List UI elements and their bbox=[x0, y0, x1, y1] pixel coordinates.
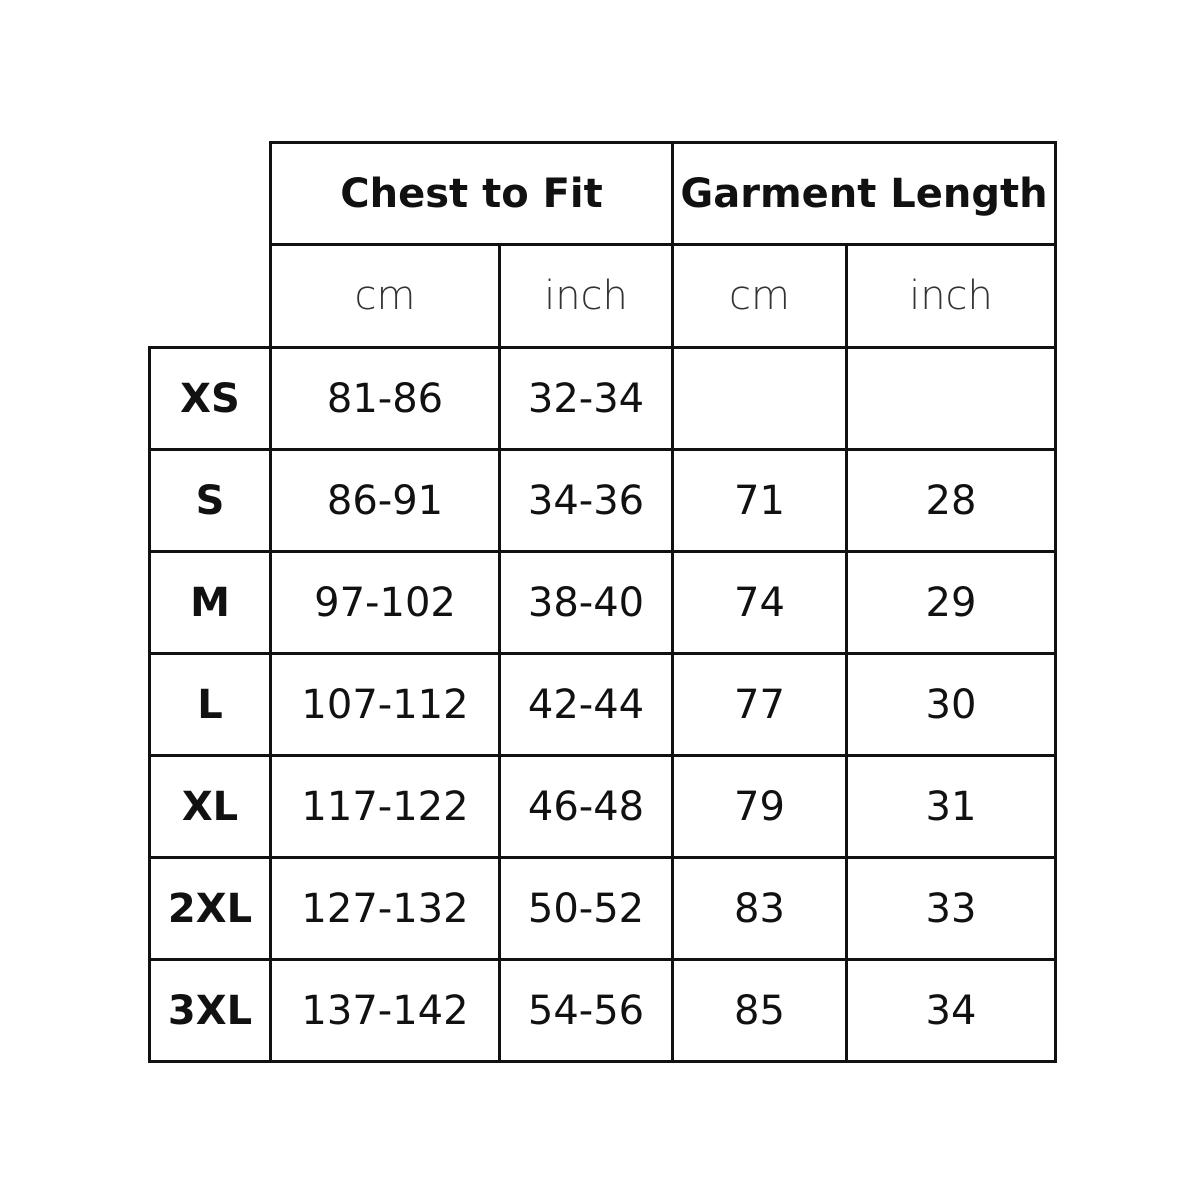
table-cell: 85 bbox=[671, 958, 848, 1063]
table-cell: 38-40 bbox=[498, 550, 674, 655]
header-chest-to-fit: Chest to Fit bbox=[269, 141, 674, 246]
table-cell: 137-142 bbox=[269, 958, 501, 1063]
table-cell: 107-112 bbox=[269, 652, 501, 757]
table-cell bbox=[845, 346, 1057, 451]
table-cell: 29 bbox=[845, 550, 1057, 655]
unit-header: inch bbox=[498, 243, 674, 349]
unit-header: inch bbox=[845, 243, 1057, 349]
table-cell: 83 bbox=[671, 856, 848, 961]
unit-header: cm bbox=[269, 243, 501, 349]
table-cell: 74 bbox=[671, 550, 848, 655]
table-cell: 54-56 bbox=[498, 958, 674, 1063]
table-cell: 30 bbox=[845, 652, 1057, 757]
size-label: XL bbox=[148, 754, 272, 859]
table-cell bbox=[671, 346, 848, 451]
table-cell: 34-36 bbox=[498, 448, 674, 553]
unit-header: cm bbox=[671, 243, 848, 349]
table-cell: 33 bbox=[845, 856, 1057, 961]
table-cell: 79 bbox=[671, 754, 848, 859]
size-label: L bbox=[148, 652, 272, 757]
size-label: S bbox=[148, 448, 272, 553]
size-label: 3XL bbox=[148, 958, 272, 1063]
size-label: 2XL bbox=[148, 856, 272, 961]
table-cell: 86-91 bbox=[269, 448, 501, 553]
table-cell: 34 bbox=[845, 958, 1057, 1063]
header-garment-length: Garment Length bbox=[671, 141, 1057, 246]
table-cell: 127-132 bbox=[269, 856, 501, 961]
table-cell: 28 bbox=[845, 448, 1057, 553]
table-cell: 46-48 bbox=[498, 754, 674, 859]
table-cell: 32-34 bbox=[498, 346, 674, 451]
table-cell: 117-122 bbox=[269, 754, 501, 859]
table-cell: 71 bbox=[671, 448, 848, 553]
table-cell: 42-44 bbox=[498, 652, 674, 757]
table-cell: 81-86 bbox=[269, 346, 501, 451]
size-label: M bbox=[148, 550, 272, 655]
table-cell: 31 bbox=[845, 754, 1057, 859]
table-cell: 77 bbox=[671, 652, 848, 757]
table-cell: 97-102 bbox=[269, 550, 501, 655]
table-cell: 50-52 bbox=[498, 856, 674, 961]
size-label: XS bbox=[148, 346, 272, 451]
